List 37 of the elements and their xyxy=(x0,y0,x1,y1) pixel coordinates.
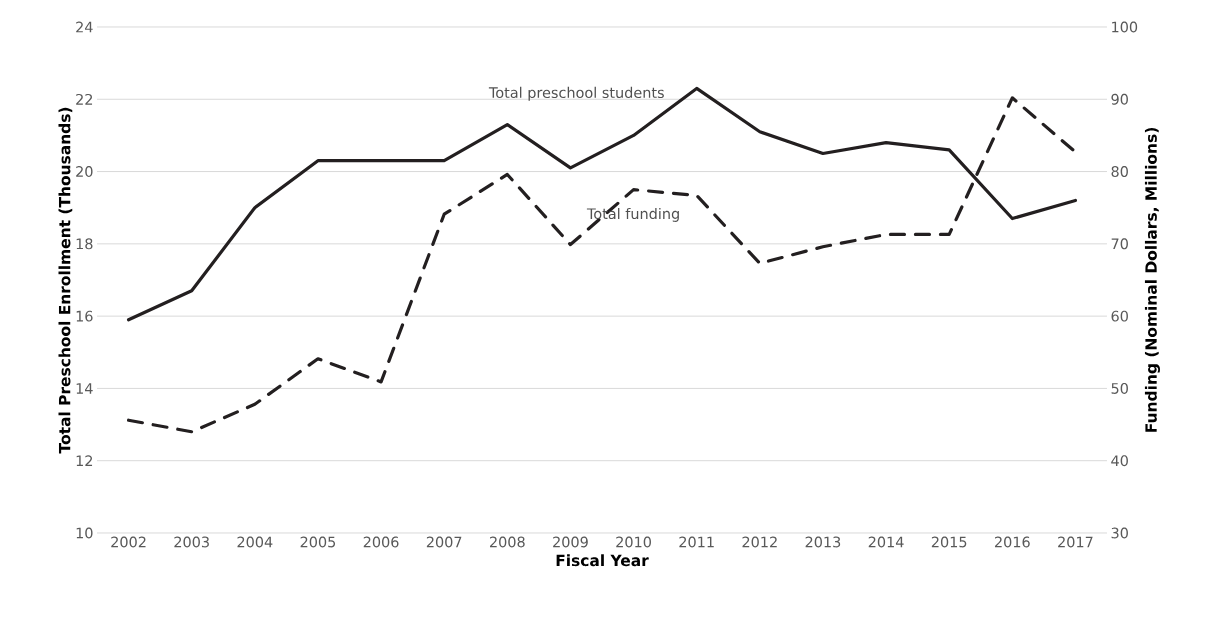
x-tick-label: 2014 xyxy=(868,536,904,548)
y-tick-label: 18 xyxy=(76,238,93,250)
series-label: Total preschool students xyxy=(488,86,664,101)
x-tick-label: 2010 xyxy=(616,536,651,548)
x-tick-label: 2017 xyxy=(1058,536,1093,548)
y2-tick-label: 100 xyxy=(1112,21,1138,33)
y2-tick-label: 60 xyxy=(1111,310,1128,322)
y2-tick-label: 70 xyxy=(1111,238,1128,250)
x-tick-label: 2005 xyxy=(300,536,336,548)
x-tick-label: 2002 xyxy=(111,536,146,548)
y-tick-label: 10 xyxy=(76,527,93,539)
y2-tick-label: 80 xyxy=(1111,166,1128,178)
y2-tick-label: 30 xyxy=(1111,527,1128,539)
x-tick-label: 2006 xyxy=(363,536,399,548)
x-tick-label: 2004 xyxy=(237,536,273,548)
y-tick-label: 20 xyxy=(76,166,93,178)
y2-tick-label: 90 xyxy=(1111,93,1128,105)
x-tick-label: 2013 xyxy=(805,536,841,548)
x-tick-label: 2016 xyxy=(994,536,1030,548)
y-tick-label: 12 xyxy=(76,455,93,467)
x-tick-label: 2003 xyxy=(174,536,209,548)
y2-axis-title: Funding (Nominal Dollars, Millions) xyxy=(1144,128,1160,432)
y-tick-label: 22 xyxy=(76,93,93,105)
y-tick-label: 24 xyxy=(76,21,93,33)
y2-tick-label: 40 xyxy=(1111,455,1128,467)
x-tick-label: 2009 xyxy=(553,536,588,548)
x-axis-title: Fiscal Year xyxy=(556,554,649,567)
y2-tick-label: 50 xyxy=(1111,382,1128,394)
y-tick-label: 14 xyxy=(76,383,93,394)
y-axis-title: Total Preschool Enrollment (Thousands) xyxy=(58,107,73,454)
x-tick-label: 2007 xyxy=(426,536,462,548)
x-tick-label: 2011 xyxy=(679,536,714,548)
series-label: Total funding xyxy=(586,207,679,222)
x-tick-label: 2008 xyxy=(490,536,525,548)
y-tick-label: 16 xyxy=(76,310,93,322)
x-tick-label: 2012 xyxy=(742,536,777,548)
x-tick-label: 2015 xyxy=(931,536,967,548)
